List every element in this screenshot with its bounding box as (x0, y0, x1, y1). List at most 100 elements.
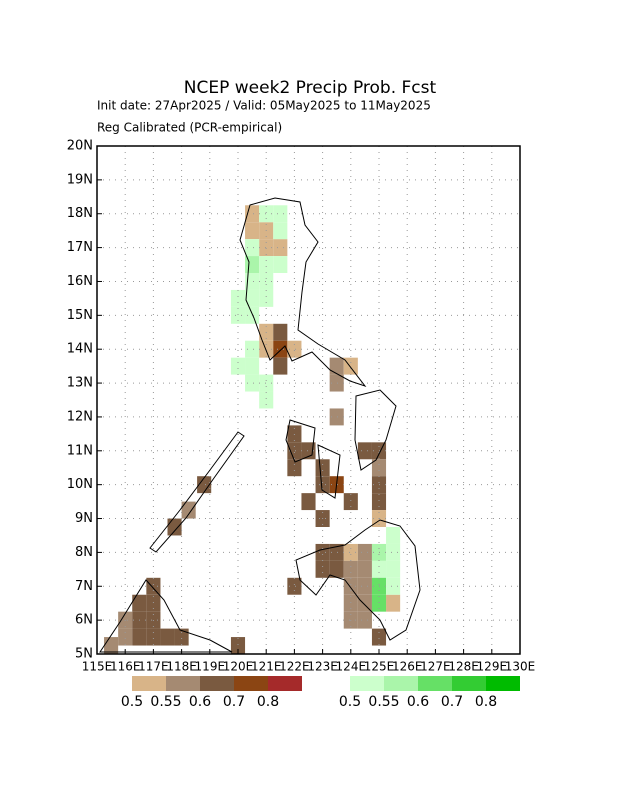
grid-cell (329, 408, 344, 426)
legend-swatch (350, 676, 384, 691)
legend-label: 0.55 (150, 694, 181, 710)
y-tick-label: 9N (75, 511, 93, 526)
grid-cell (230, 289, 246, 307)
grid-cell (329, 543, 344, 561)
grid-cell (287, 340, 302, 358)
x-tick-label: 124E (336, 660, 367, 674)
coastline (285, 419, 316, 463)
grid-cell (230, 637, 246, 654)
grid-cell (386, 543, 401, 561)
grid-cell (343, 560, 358, 578)
legend-label: 0.6 (189, 694, 211, 710)
grid-cell (287, 577, 302, 595)
legend-swatch (132, 676, 166, 691)
axes: 115E116E117E118E119E120E121E122E123E124E… (67, 139, 536, 674)
grid-cell (146, 628, 161, 646)
grid-cell (132, 594, 147, 612)
grid-cell (259, 205, 274, 223)
y-tick-label: 12N (67, 409, 93, 424)
grid-cell (386, 527, 401, 544)
grid-cell (230, 306, 246, 324)
coastlines (99, 197, 421, 653)
x-tick-label: 127E (420, 660, 451, 674)
grid-cell (174, 628, 189, 646)
x-tick-label: 129E (477, 660, 508, 674)
grid-cell (259, 289, 274, 307)
subtitle: Reg Calibrated (PCR-empirical) (97, 121, 282, 135)
x-tick-label: 125E (364, 660, 395, 674)
coastline (99, 579, 233, 653)
subtitle: Init date: 27Apr2025 / Valid: 05May2025 … (97, 99, 431, 113)
coastline (317, 444, 341, 499)
y-tick-label: 10N (67, 477, 93, 492)
grid-cell (259, 239, 274, 257)
x-tick-label: 126E (392, 660, 423, 674)
grid-cell (181, 501, 196, 519)
grid-cell (343, 594, 358, 612)
grid-cell (357, 594, 372, 612)
grid-cell (245, 222, 260, 240)
grid-cell (386, 577, 401, 595)
grid-cell (197, 476, 212, 494)
legend-swatch (166, 676, 200, 691)
grid-cell (329, 374, 344, 392)
grid-cell (245, 340, 260, 358)
coastline (295, 519, 421, 641)
x-tick-label: 115E (82, 660, 113, 674)
grid-cell (273, 205, 288, 223)
y-tick-label: 5N (75, 647, 93, 662)
x-tick-label: 119E (195, 660, 226, 674)
grid-cell (245, 289, 260, 307)
grid-cell (343, 577, 358, 595)
grid-cell (259, 391, 274, 409)
y-tick-label: 14N (67, 342, 93, 357)
x-tick-label: 117E (138, 660, 169, 674)
y-tick-label: 16N (67, 274, 93, 289)
legend-swatch (384, 676, 418, 691)
grid-cell (245, 239, 260, 257)
grid-cell (357, 560, 372, 578)
legend: 0.5 0.55 0.6 0.7 0.8 0.5 0.55 0.6 0.7 0.8 (121, 676, 520, 710)
grid-cell (160, 628, 175, 646)
grid-cell (146, 594, 161, 612)
grid-cell (230, 357, 246, 375)
grid-cell (245, 374, 260, 392)
grid-cell (273, 357, 288, 375)
grid-cell (259, 273, 274, 290)
legend-label: 0.5 (339, 694, 361, 710)
grid-cell (167, 518, 182, 536)
y-tick-label: 15N (67, 308, 93, 323)
x-tick-label: 121E (251, 660, 282, 674)
legend-swatch (200, 676, 234, 691)
grid-cell (371, 560, 387, 578)
grid-cell (315, 476, 330, 494)
grid-cell (371, 628, 387, 646)
grid-cell (259, 374, 274, 392)
grid-cell (343, 357, 358, 375)
legend-swatch (486, 676, 520, 691)
grid-cell (343, 543, 358, 561)
legend-swatch (234, 676, 268, 691)
coastline (149, 431, 245, 553)
grid-cell (132, 628, 147, 646)
x-tick-label: 120E (223, 660, 254, 674)
grid-cell (287, 442, 302, 460)
grid-cell (357, 442, 372, 460)
grid-cell (315, 459, 330, 477)
grid-cell (343, 493, 358, 511)
grid-cell (273, 256, 288, 273)
legend-swatch (268, 676, 302, 691)
coastline (239, 197, 367, 387)
grid-cell (315, 560, 330, 578)
legend-swatch (418, 676, 452, 691)
y-tick-label: 13N (67, 376, 93, 391)
grid-cell (245, 273, 260, 290)
grid-cell (273, 222, 288, 240)
grid-cell (357, 543, 372, 561)
legend-label: 0.8 (257, 694, 279, 710)
grid-cell (357, 611, 372, 629)
grid-cell (245, 306, 260, 324)
frame (96, 145, 521, 655)
